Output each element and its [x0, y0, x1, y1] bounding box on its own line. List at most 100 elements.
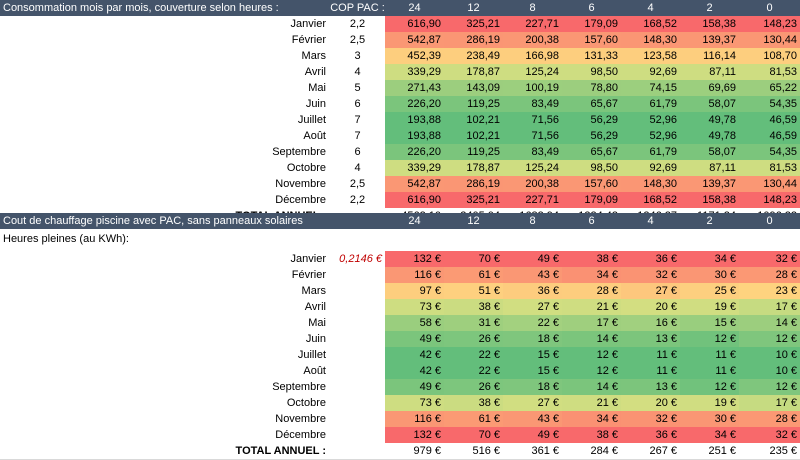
value-cell: 16 €	[621, 315, 680, 331]
month-label: Juillet	[297, 114, 326, 126]
value-cell: 108,70	[739, 48, 800, 64]
month-label: Juin	[305, 333, 326, 345]
value-cell: 32 €	[739, 427, 800, 443]
value-cell: 87,11	[680, 160, 739, 176]
value-cell: 116,14	[680, 48, 739, 64]
value-cell: 38 €	[562, 251, 621, 267]
value-cell: 27 €	[503, 299, 562, 315]
cop-header: COP PAC :	[330, 0, 385, 16]
value-cell: 78,80	[562, 80, 621, 96]
hours-header-0: 0	[739, 0, 800, 16]
value-cell: 157,60	[562, 176, 621, 192]
value-cell: 43 €	[503, 411, 562, 427]
cop-value: 2,5	[349, 34, 366, 46]
value-cell: 30 €	[680, 411, 739, 427]
value-cell: 19 €	[680, 395, 739, 411]
value-cell: 97 €	[385, 283, 444, 299]
value-cell: 27 €	[503, 395, 562, 411]
table-row: Mars 3 452,39 238,49 166,98 131,33 123,58 116,1…	[0, 48, 800, 64]
month-label: Octobre	[286, 397, 326, 409]
value-cell: 56,29	[562, 112, 621, 128]
cop-value: 2,5	[349, 178, 366, 190]
month-label: Mai	[308, 317, 326, 329]
month-label: Janvier	[290, 18, 326, 30]
table-row: Décembre 2,2 616,90 325,21 227,71 179,09 168,5…	[0, 192, 800, 208]
table-row: Avril 73 €38 €27 €21 €20 €19 €17 €	[0, 299, 800, 315]
value-cell: 11 €	[621, 347, 680, 363]
price-per-kwh: 0,2146 €	[339, 253, 382, 265]
value-cell: 21 €	[562, 395, 621, 411]
section-title: Cout de chauffage piscine avec PAC, sans…	[0, 213, 330, 229]
value-cell: 34 €	[680, 427, 739, 443]
total-label: TOTAL ANNUEL :	[235, 445, 326, 457]
value-cell: 130,44	[739, 176, 800, 192]
table-row: Juin 49 €26 €18 €14 €13 €12 €12 €	[0, 331, 800, 347]
total-value: 284 €	[590, 445, 618, 457]
value-cell: 178,87	[444, 160, 503, 176]
value-cell: 32 €	[739, 251, 800, 267]
value-cell: 28 €	[739, 411, 800, 427]
value-cell: 22 €	[503, 315, 562, 331]
value-cell: 15 €	[503, 363, 562, 379]
value-cell: 148,30	[621, 32, 680, 48]
table-row: Janvier 0,2146 €132 €70 €49 €38 €36 €34 €…	[0, 251, 800, 267]
value-cell: 178,87	[444, 64, 503, 80]
value-cell: 38 €	[444, 395, 503, 411]
total-row: TOTAL ANNUEL : 979 € 516 € 361 € 284 € 267 € 2…	[0, 443, 800, 459]
value-cell: 61,79	[621, 96, 680, 112]
value-cell: 116 €	[385, 267, 444, 283]
value-cell: 32 €	[621, 267, 680, 283]
value-cell: 168,52	[621, 16, 680, 32]
value-cell: 20 €	[621, 299, 680, 315]
value-cell: 166,98	[503, 48, 562, 64]
value-cell: 49 €	[385, 379, 444, 395]
value-cell: 46,59	[739, 128, 800, 144]
value-cell: 200,38	[503, 176, 562, 192]
value-cell: 542,87	[385, 176, 444, 192]
table-row: Juillet 42 €22 €15 €12 €11 €11 €10 €	[0, 347, 800, 363]
value-cell: 18 €	[503, 331, 562, 347]
value-cell: 119,25	[444, 144, 503, 160]
month-label: Décembre	[275, 194, 326, 206]
value-cell: 179,09	[562, 16, 621, 32]
value-cell: 98,50	[562, 160, 621, 176]
month-label: Mars	[301, 285, 326, 297]
value-cell: 452,39	[385, 48, 444, 64]
value-cell: 14 €	[562, 379, 621, 395]
month-label: Février	[291, 269, 326, 281]
value-cell: 19 €	[680, 299, 739, 315]
value-cell: 130,44	[739, 32, 800, 48]
value-cell: 32 €	[621, 411, 680, 427]
value-cell: 17 €	[739, 299, 800, 315]
total-value: 235 €	[769, 445, 797, 457]
total-value: 251 €	[708, 445, 736, 457]
value-cell: 200,38	[503, 32, 562, 48]
value-cell: 71,56	[503, 112, 562, 128]
value-cell: 61,79	[621, 144, 680, 160]
value-cell: 193,88	[385, 112, 444, 128]
table-row: Juillet 7 193,88 102,21 71,56 56,29 52,96 49,78…	[0, 112, 800, 128]
value-cell: 10 €	[739, 363, 800, 379]
value-cell: 70 €	[444, 251, 503, 267]
value-cell: 74,15	[621, 80, 680, 96]
value-cell: 12 €	[562, 347, 621, 363]
cop-value: 6	[354, 98, 361, 110]
value-cell: 83,49	[503, 144, 562, 160]
month-label: Août	[303, 130, 326, 142]
hours-header-24: 24	[385, 0, 444, 16]
table-row: Novembre 116 €61 €43 €34 €32 €30 €28 €	[0, 411, 800, 427]
month-label: Septembre	[272, 381, 326, 393]
value-cell: 61 €	[444, 267, 503, 283]
value-cell: 11 €	[680, 363, 739, 379]
value-cell: 51 €	[444, 283, 503, 299]
value-cell: 325,21	[444, 192, 503, 208]
total-value: 361 €	[531, 445, 559, 457]
value-cell: 73 €	[385, 395, 444, 411]
value-cell: 227,71	[503, 192, 562, 208]
hours-header-2: 2	[680, 213, 739, 229]
value-cell: 125,24	[503, 160, 562, 176]
value-cell: 157,60	[562, 32, 621, 48]
value-cell: 25 €	[680, 283, 739, 299]
value-cell: 131,33	[562, 48, 621, 64]
value-cell: 339,29	[385, 160, 444, 176]
